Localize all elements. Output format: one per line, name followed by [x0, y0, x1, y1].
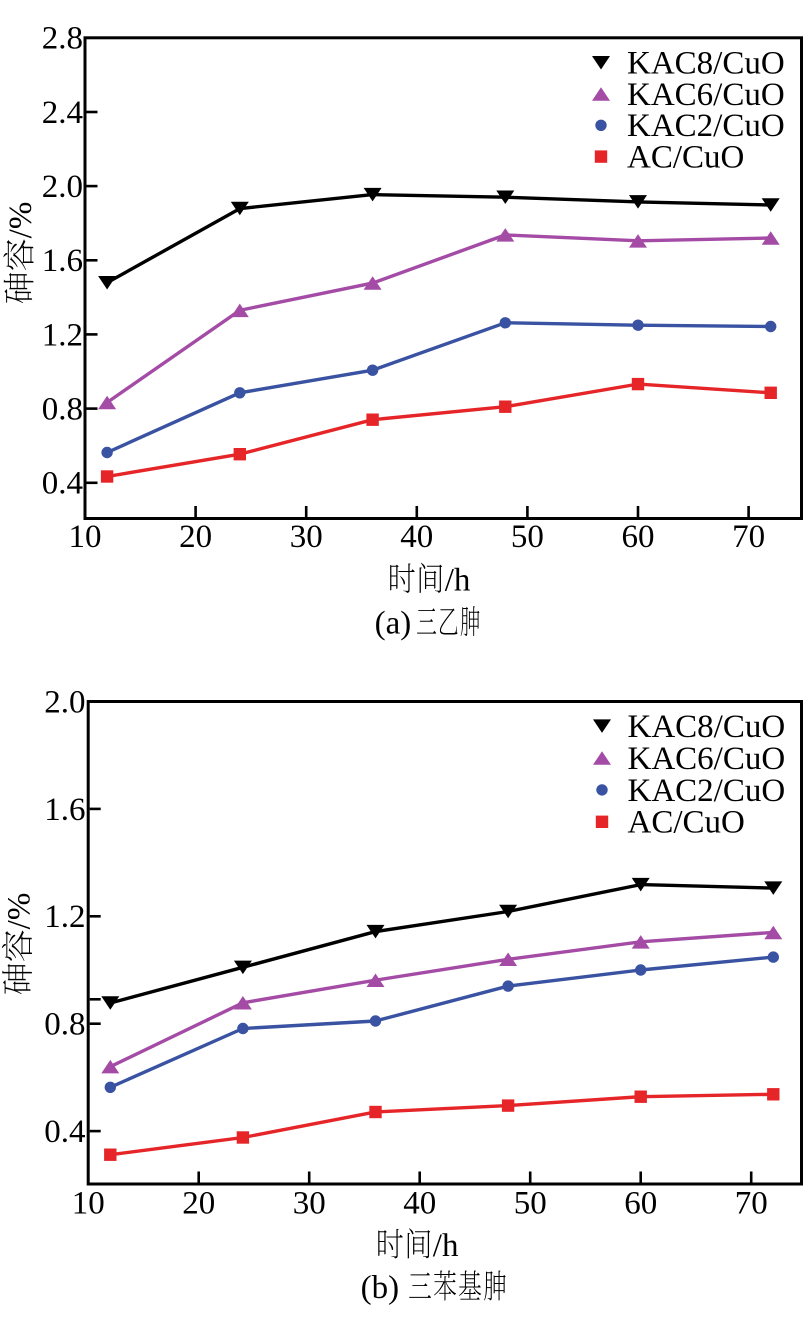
- svg-text:1.2: 1.2: [44, 899, 85, 935]
- svg-text:0.8: 0.8: [42, 392, 83, 428]
- svg-text:/h: /h: [445, 563, 471, 599]
- svg-text:(b): (b): [361, 1270, 399, 1306]
- svg-text:70: 70: [735, 1186, 768, 1222]
- svg-text:2.8: 2.8: [42, 21, 83, 57]
- svg-text:KAC2/CuO: KAC2/CuO: [627, 108, 785, 144]
- svg-text:50: 50: [514, 1186, 547, 1222]
- svg-text:10: 10: [69, 519, 102, 555]
- svg-text:30: 30: [290, 519, 323, 555]
- svg-text:/%: /%: [2, 893, 38, 930]
- svg-text:0.4: 0.4: [44, 1114, 85, 1150]
- svg-text:(a): (a): [375, 606, 412, 642]
- svg-text:1.6: 1.6: [44, 792, 85, 828]
- svg-text:/h: /h: [433, 1228, 459, 1264]
- svg-text:KAC8/CuO: KAC8/CuO: [627, 46, 785, 82]
- svg-text:2.0: 2.0: [44, 684, 85, 720]
- svg-text:2.4: 2.4: [42, 95, 83, 131]
- svg-text:20: 20: [182, 1186, 215, 1222]
- svg-text:30: 30: [293, 1186, 326, 1222]
- svg-text:KAC8/CuO: KAC8/CuO: [628, 709, 786, 745]
- svg-text:20: 20: [179, 519, 212, 555]
- svg-text:60: 60: [624, 1186, 657, 1222]
- svg-text:/%: /%: [3, 202, 39, 239]
- svg-text:50: 50: [511, 519, 544, 555]
- svg-text:60: 60: [622, 519, 655, 555]
- svg-text:AC/CuO: AC/CuO: [628, 805, 745, 841]
- svg-text:KAC6/CuO: KAC6/CuO: [628, 741, 786, 777]
- svg-text:10: 10: [72, 1186, 105, 1222]
- svg-text:AC/CuO: AC/CuO: [627, 140, 744, 176]
- svg-text:0.4: 0.4: [42, 466, 83, 502]
- svg-text:70: 70: [732, 519, 765, 555]
- svg-text:1.6: 1.6: [42, 243, 83, 279]
- svg-text:0.8: 0.8: [44, 1007, 85, 1043]
- svg-text:1.2: 1.2: [42, 317, 83, 353]
- svg-text:2.0: 2.0: [42, 169, 83, 205]
- svg-text:KAC6/CuO: KAC6/CuO: [627, 77, 785, 113]
- svg-text:40: 40: [403, 1186, 436, 1222]
- svg-text:KAC2/CuO: KAC2/CuO: [628, 773, 786, 809]
- svg-text:40: 40: [400, 519, 433, 555]
